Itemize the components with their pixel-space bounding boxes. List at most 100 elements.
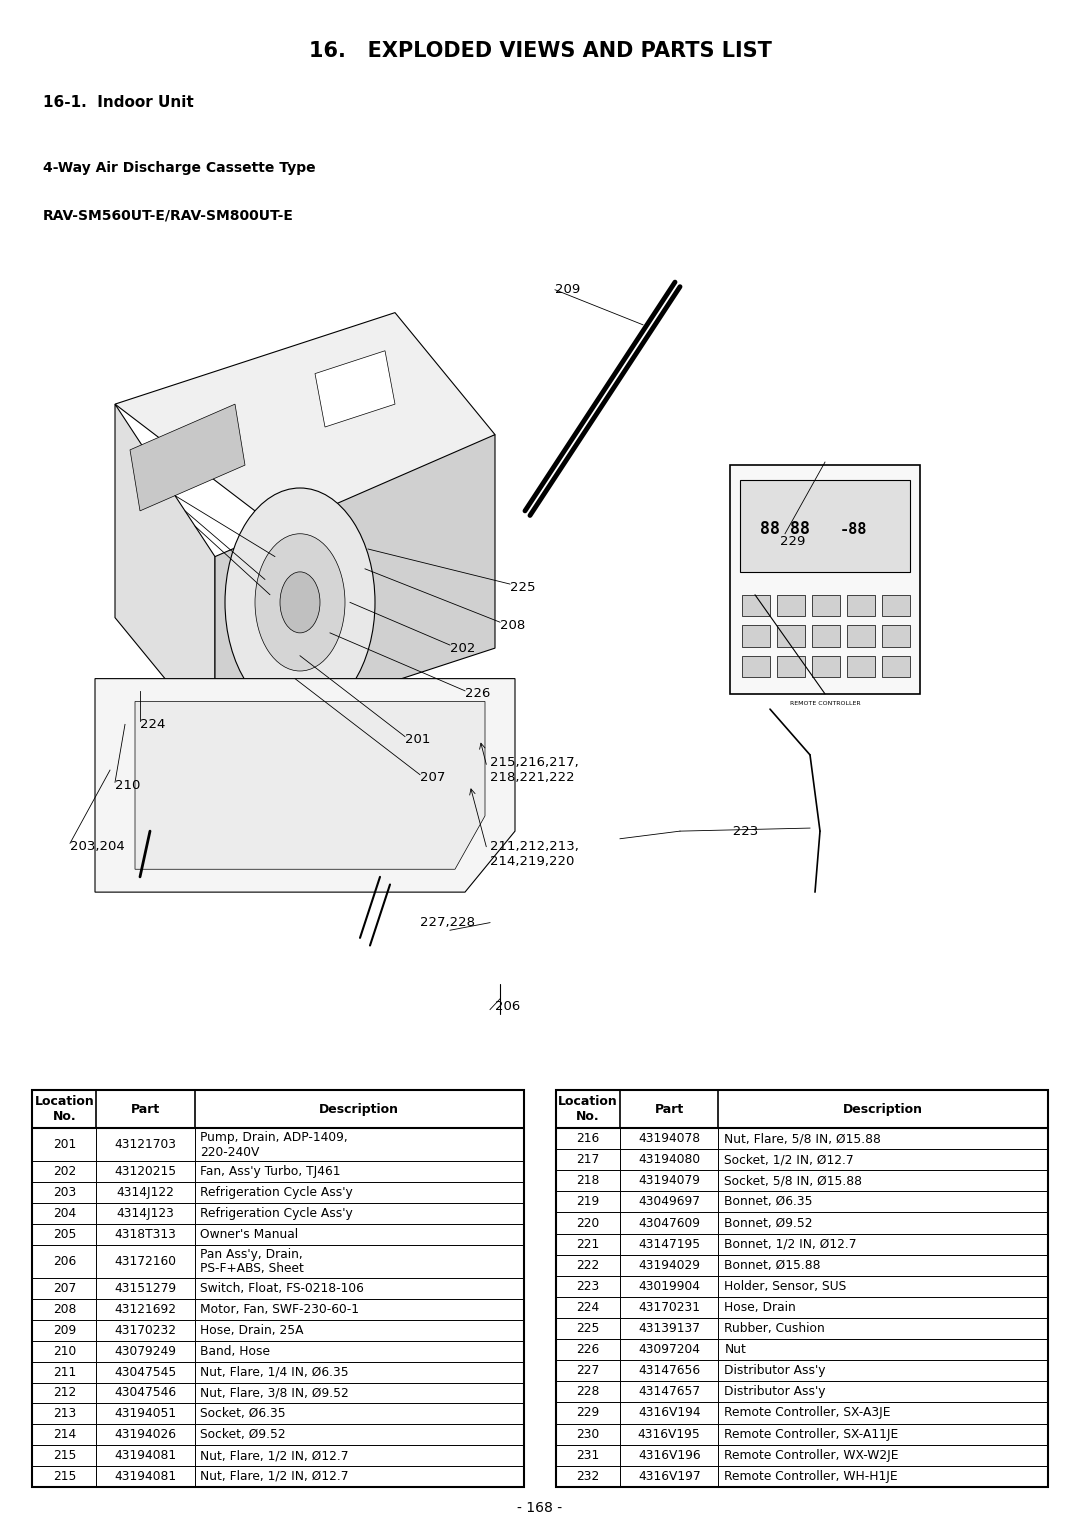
Bar <box>812 625 840 647</box>
Text: 16.   EXPLODED VIEWS AND PARTS LIST: 16. EXPLODED VIEWS AND PARTS LIST <box>309 41 771 61</box>
Text: 43121703: 43121703 <box>114 1138 176 1151</box>
Text: 226: 226 <box>465 688 490 700</box>
Text: 225: 225 <box>510 581 536 593</box>
Text: 225: 225 <box>577 1322 599 1334</box>
Text: 43147656: 43147656 <box>638 1365 700 1377</box>
Text: Fan, Ass'y Turbo, TJ461: Fan, Ass'y Turbo, TJ461 <box>201 1165 341 1179</box>
Text: Socket, 5/8 IN, Ø15.88: Socket, 5/8 IN, Ø15.88 <box>725 1174 862 1188</box>
Text: 224: 224 <box>140 718 165 730</box>
Text: 211,212,213,
214,219,220: 211,212,213, 214,219,220 <box>490 840 579 868</box>
Text: 208: 208 <box>500 619 525 631</box>
Text: 4314J122: 4314J122 <box>117 1186 174 1199</box>
Text: 211: 211 <box>53 1365 76 1379</box>
Text: Holder, Sensor, SUS: Holder, Sensor, SUS <box>725 1279 847 1293</box>
Polygon shape <box>135 702 485 869</box>
Bar <box>777 625 805 647</box>
Text: 218: 218 <box>577 1174 599 1188</box>
Text: Location
No.: Location No. <box>35 1095 94 1124</box>
Bar <box>742 625 770 647</box>
Text: 88 88: 88 88 <box>760 520 810 538</box>
Circle shape <box>225 488 375 717</box>
Text: 202: 202 <box>53 1165 76 1179</box>
Text: Nut, Flare, 1/4 IN, Ø6.35: Nut, Flare, 1/4 IN, Ø6.35 <box>201 1365 349 1379</box>
Text: 43172160: 43172160 <box>114 1255 176 1269</box>
Text: Owner's Manual: Owner's Manual <box>201 1228 298 1241</box>
Bar <box>742 656 770 677</box>
Text: 43079249: 43079249 <box>114 1345 176 1357</box>
Text: Part: Part <box>131 1103 160 1116</box>
Text: Nut, Flare, 1/2 IN, Ø12.7: Nut, Flare, 1/2 IN, Ø12.7 <box>201 1449 349 1462</box>
Circle shape <box>255 534 345 671</box>
Bar <box>847 595 875 616</box>
Text: 43151279: 43151279 <box>114 1283 176 1295</box>
Text: Distributor Ass'y: Distributor Ass'y <box>725 1385 826 1398</box>
Text: 43194079: 43194079 <box>638 1174 700 1188</box>
Text: 43139137: 43139137 <box>638 1322 700 1334</box>
Text: 43097204: 43097204 <box>638 1344 700 1356</box>
Text: 43194081: 43194081 <box>114 1470 176 1482</box>
Text: 212: 212 <box>53 1386 76 1400</box>
Text: 213: 213 <box>53 1408 76 1420</box>
Text: Motor, Fan, SWF-230-60-1: Motor, Fan, SWF-230-60-1 <box>201 1302 360 1316</box>
Text: -88: -88 <box>840 522 867 537</box>
Text: 227,228: 227,228 <box>420 917 475 929</box>
Text: 4-Way Air Discharge Cassette Type: 4-Way Air Discharge Cassette Type <box>43 162 315 175</box>
Text: Nut: Nut <box>725 1344 746 1356</box>
Text: 214: 214 <box>53 1429 76 1441</box>
Text: 223: 223 <box>577 1279 599 1293</box>
Bar <box>777 656 805 677</box>
Bar <box>882 656 910 677</box>
Text: 43047546: 43047546 <box>114 1386 176 1400</box>
Text: Bonnet, Ø15.88: Bonnet, Ø15.88 <box>725 1258 821 1272</box>
Text: Socket, 1/2 IN, Ø12.7: Socket, 1/2 IN, Ø12.7 <box>725 1153 854 1167</box>
Text: RAV-SM560UT-E/RAV-SM800UT-E: RAV-SM560UT-E/RAV-SM800UT-E <box>43 209 294 223</box>
Text: 219: 219 <box>577 1196 599 1208</box>
Text: Nut, Flare, 3/8 IN, Ø9.52: Nut, Flare, 3/8 IN, Ø9.52 <box>201 1386 349 1400</box>
Text: Pump, Drain, ADP-1409,: Pump, Drain, ADP-1409, <box>201 1132 348 1144</box>
Text: 43170232: 43170232 <box>114 1324 176 1337</box>
Text: Hose, Drain, 25A: Hose, Drain, 25A <box>201 1324 303 1337</box>
Bar <box>777 595 805 616</box>
Text: 205: 205 <box>53 1228 76 1241</box>
Text: 43170231: 43170231 <box>638 1301 700 1315</box>
Text: Refrigeration Cycle Ass'y: Refrigeration Cycle Ass'y <box>201 1208 353 1220</box>
Text: 220: 220 <box>577 1217 599 1229</box>
Text: 43120215: 43120215 <box>114 1165 176 1179</box>
Text: 43047545: 43047545 <box>114 1365 176 1379</box>
Text: 215,216,217,
218,221,222: 215,216,217, 218,221,222 <box>490 756 579 784</box>
Text: 224: 224 <box>577 1301 599 1315</box>
Text: 43194081: 43194081 <box>114 1449 176 1462</box>
Text: 210: 210 <box>53 1345 76 1357</box>
Text: 4316V197: 4316V197 <box>638 1470 701 1482</box>
Text: 232: 232 <box>577 1470 599 1482</box>
Text: Bonnet, Ø9.52: Bonnet, Ø9.52 <box>725 1217 813 1229</box>
Text: 201: 201 <box>405 734 430 746</box>
Text: 229: 229 <box>577 1406 599 1420</box>
Text: 209: 209 <box>555 284 580 296</box>
Polygon shape <box>95 679 515 892</box>
Text: 43121692: 43121692 <box>114 1302 176 1316</box>
Bar <box>882 595 910 616</box>
Text: 43194078: 43194078 <box>638 1132 700 1145</box>
Text: 223: 223 <box>720 825 758 837</box>
Text: 221: 221 <box>577 1238 599 1250</box>
Text: Hose, Drain: Hose, Drain <box>725 1301 796 1315</box>
Text: 43194051: 43194051 <box>114 1408 176 1420</box>
Text: Remote Controller, SX-A11JE: Remote Controller, SX-A11JE <box>725 1427 899 1441</box>
Polygon shape <box>315 351 395 427</box>
Text: 226: 226 <box>577 1344 599 1356</box>
Text: Description: Description <box>320 1103 400 1116</box>
Text: 207: 207 <box>420 772 445 784</box>
Text: 4314J123: 4314J123 <box>117 1208 174 1220</box>
Text: Rubber, Cushion: Rubber, Cushion <box>725 1322 825 1334</box>
Text: 43147195: 43147195 <box>638 1238 700 1250</box>
Text: 43047609: 43047609 <box>638 1217 700 1229</box>
Text: Socket, Ø9.52: Socket, Ø9.52 <box>201 1429 286 1441</box>
Bar <box>847 656 875 677</box>
Bar <box>882 625 910 647</box>
Text: 16-1.  Indoor Unit: 16-1. Indoor Unit <box>43 95 194 110</box>
Text: Switch, Float, FS-0218-106: Switch, Float, FS-0218-106 <box>201 1283 364 1295</box>
Text: 215: 215 <box>53 1470 76 1482</box>
Text: Nut, Flare, 5/8 IN, Ø15.88: Nut, Flare, 5/8 IN, Ø15.88 <box>725 1132 881 1145</box>
Text: 206: 206 <box>53 1255 76 1269</box>
